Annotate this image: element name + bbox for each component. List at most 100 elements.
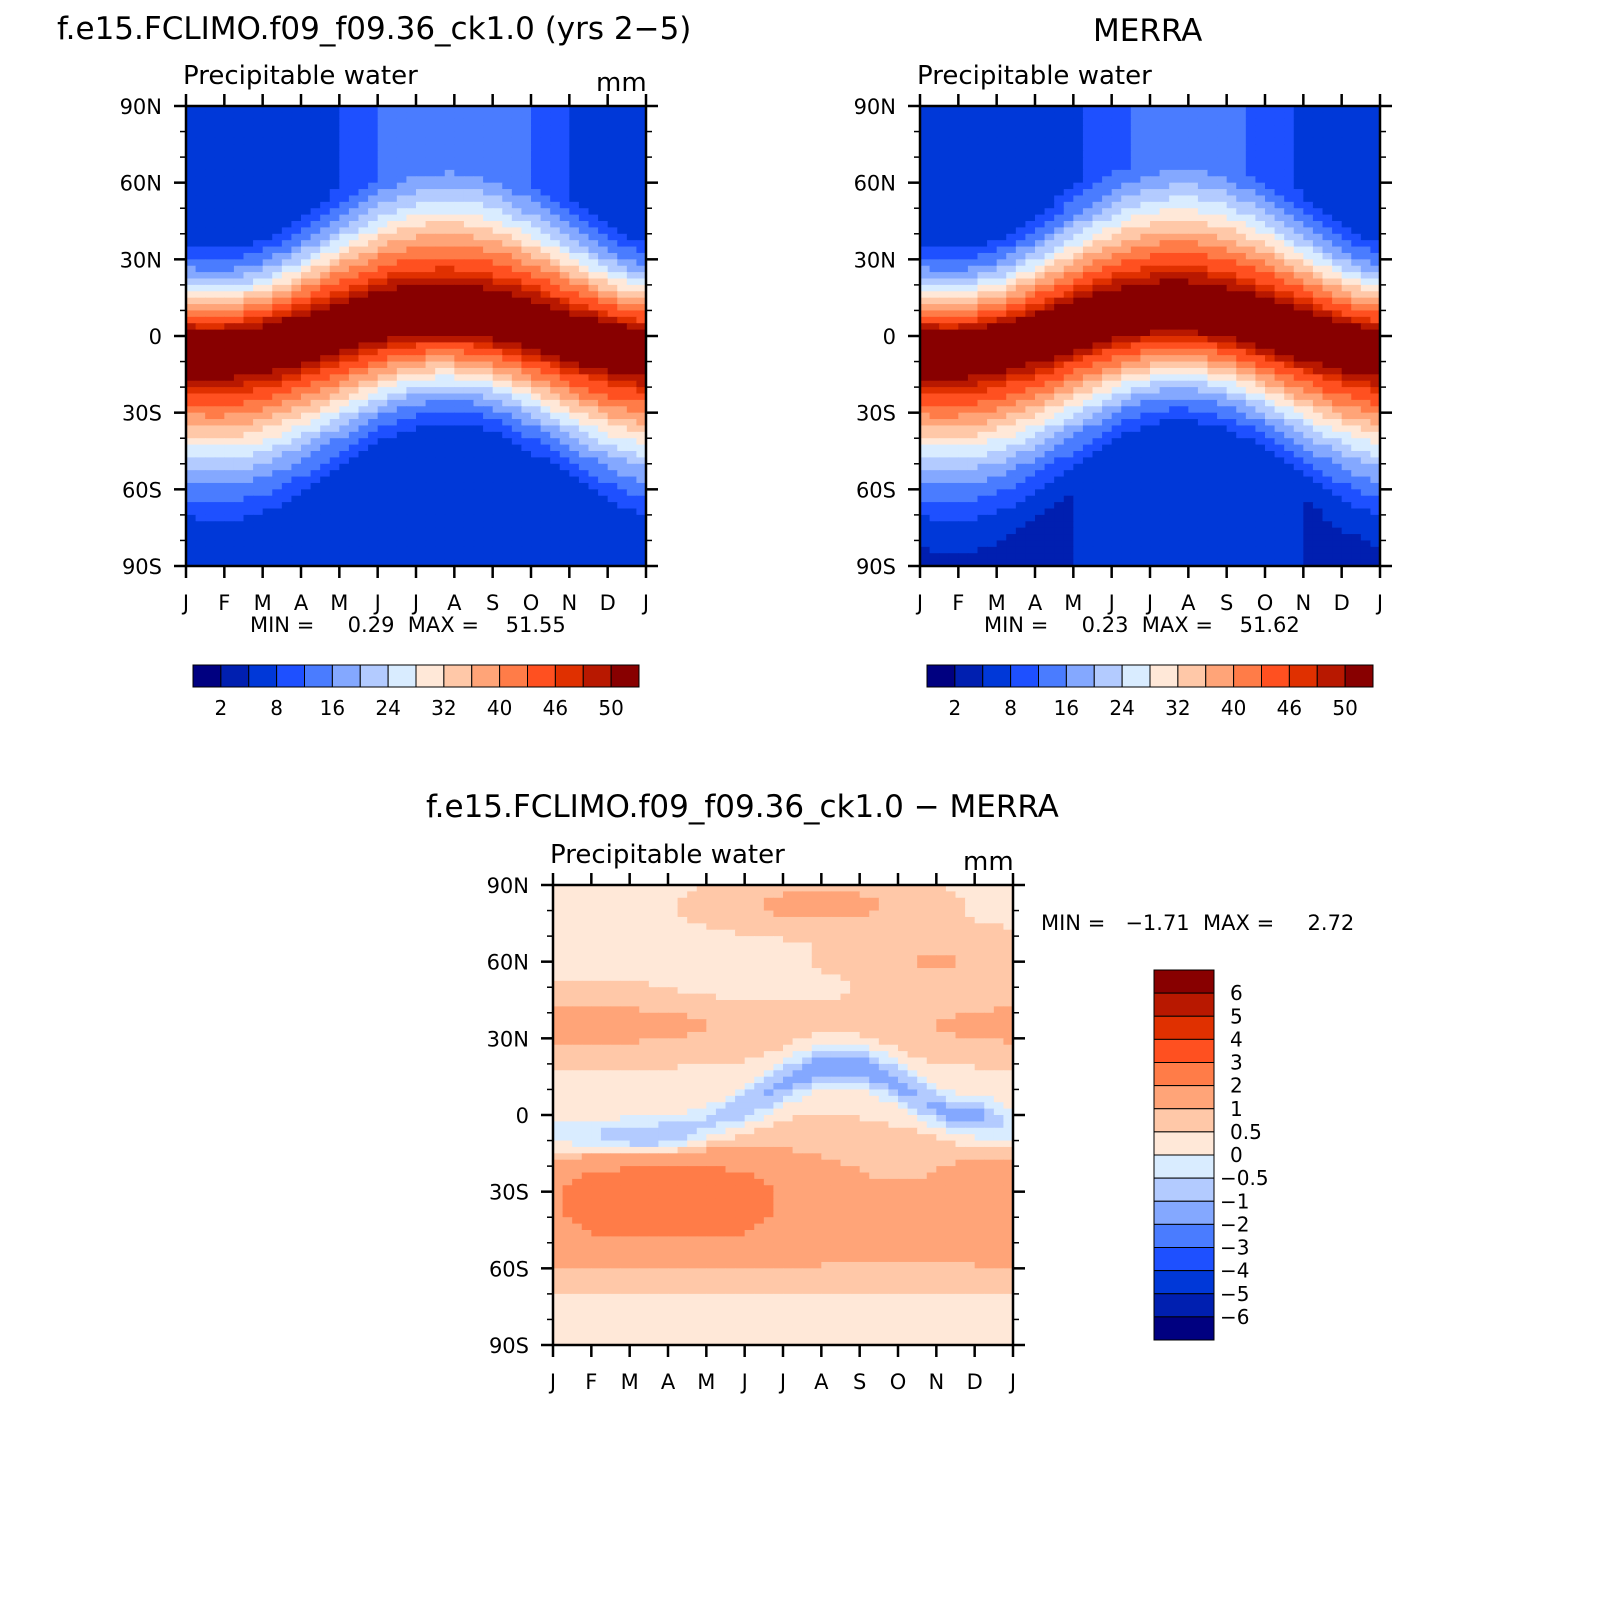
model-cell — [348, 265, 360, 273]
model-cell — [502, 482, 513, 490]
model-cell — [339, 176, 350, 184]
model-cell — [569, 380, 580, 388]
model-cell — [416, 495, 427, 503]
obs-cell — [1169, 137, 1180, 145]
model-cell — [301, 425, 312, 433]
obs-cell — [1351, 157, 1362, 165]
obs-cell — [1025, 252, 1036, 260]
model-cell — [588, 323, 599, 331]
model-cell — [492, 208, 503, 216]
model-cell — [559, 514, 570, 522]
model-cell — [636, 470, 647, 478]
model-cell — [214, 291, 225, 299]
obs-cell — [1197, 144, 1209, 152]
model-cell — [243, 278, 254, 286]
obs-cell — [1092, 284, 1103, 292]
obs-cell — [1130, 131, 1142, 139]
obs-cell — [939, 291, 950, 299]
model-cell — [291, 157, 302, 165]
model-cell — [502, 553, 513, 561]
model-cell — [368, 163, 379, 171]
model-cell — [454, 470, 465, 478]
model-cell — [291, 412, 302, 420]
model-cell — [416, 534, 427, 542]
model-cell — [339, 514, 350, 522]
obs-cell — [1303, 169, 1314, 177]
obs-cell — [1025, 144, 1036, 152]
obs-cell — [1063, 125, 1074, 133]
model-cell — [559, 182, 570, 190]
model-cell — [626, 387, 638, 395]
model-cell — [617, 476, 628, 484]
model-cell — [626, 137, 638, 145]
model-cell — [578, 118, 590, 126]
model-cell — [636, 380, 647, 388]
model-cell — [502, 444, 513, 452]
obs-cell — [1312, 208, 1324, 216]
model-cell — [195, 240, 206, 248]
model-cell — [368, 323, 379, 331]
model-cell — [291, 355, 302, 363]
model-cell — [262, 246, 273, 254]
model-cell — [243, 189, 254, 197]
model-cell — [598, 431, 609, 439]
model-cell — [272, 316, 283, 324]
obs-cell — [929, 189, 940, 197]
model-cell — [607, 176, 618, 184]
model-cell — [550, 227, 561, 235]
model-cell — [511, 169, 523, 177]
model-cell — [310, 189, 321, 197]
model-cell — [598, 131, 609, 139]
obs-cell — [1169, 131, 1180, 139]
model-cell — [559, 125, 570, 133]
obs-cell — [1102, 112, 1113, 120]
model-cell — [416, 176, 427, 184]
model-cell — [329, 508, 340, 516]
model-cell — [444, 476, 455, 484]
obs-cell — [1130, 118, 1142, 126]
obs-cell — [1322, 284, 1333, 292]
model-cell — [195, 291, 206, 299]
model-cell — [463, 157, 475, 165]
obs-cell — [1245, 252, 1257, 260]
obs-cell — [920, 137, 931, 145]
obs-cell — [1102, 106, 1113, 113]
model-cell — [569, 304, 580, 312]
model-cell — [598, 195, 609, 203]
model-cell — [636, 367, 647, 375]
obs-cell — [1150, 150, 1161, 158]
model-cell — [617, 508, 628, 516]
obs-cell — [1322, 150, 1333, 158]
model-cell — [492, 259, 503, 267]
model-cell — [463, 246, 475, 254]
model-cell — [425, 227, 436, 235]
model-cell — [444, 240, 455, 248]
model-cell — [550, 157, 561, 165]
model-cell — [559, 380, 570, 388]
model-cell — [339, 144, 350, 152]
obs-cell — [1054, 195, 1065, 203]
model-cell — [310, 246, 321, 254]
obs-cell — [1178, 150, 1189, 158]
model-cell — [233, 157, 245, 165]
model-cell — [617, 336, 628, 343]
model-cell — [358, 150, 369, 158]
model-cell — [358, 240, 369, 248]
model-cell — [425, 137, 436, 145]
obs-cell — [1054, 240, 1065, 248]
model-cell — [377, 163, 388, 171]
model-cell — [511, 431, 523, 439]
obs-cell — [1293, 201, 1304, 209]
model-cell — [540, 399, 551, 407]
model-cell — [569, 208, 580, 216]
model-cell — [511, 329, 523, 337]
model-cell — [607, 125, 618, 133]
model-cell — [492, 284, 503, 292]
model-cell — [578, 444, 590, 452]
model-cell — [186, 182, 197, 190]
model-cell — [416, 297, 427, 305]
model-cell — [559, 278, 570, 286]
obs-cell — [1102, 189, 1113, 197]
obs-cell — [1284, 118, 1295, 126]
obs-cell — [1197, 176, 1209, 184]
